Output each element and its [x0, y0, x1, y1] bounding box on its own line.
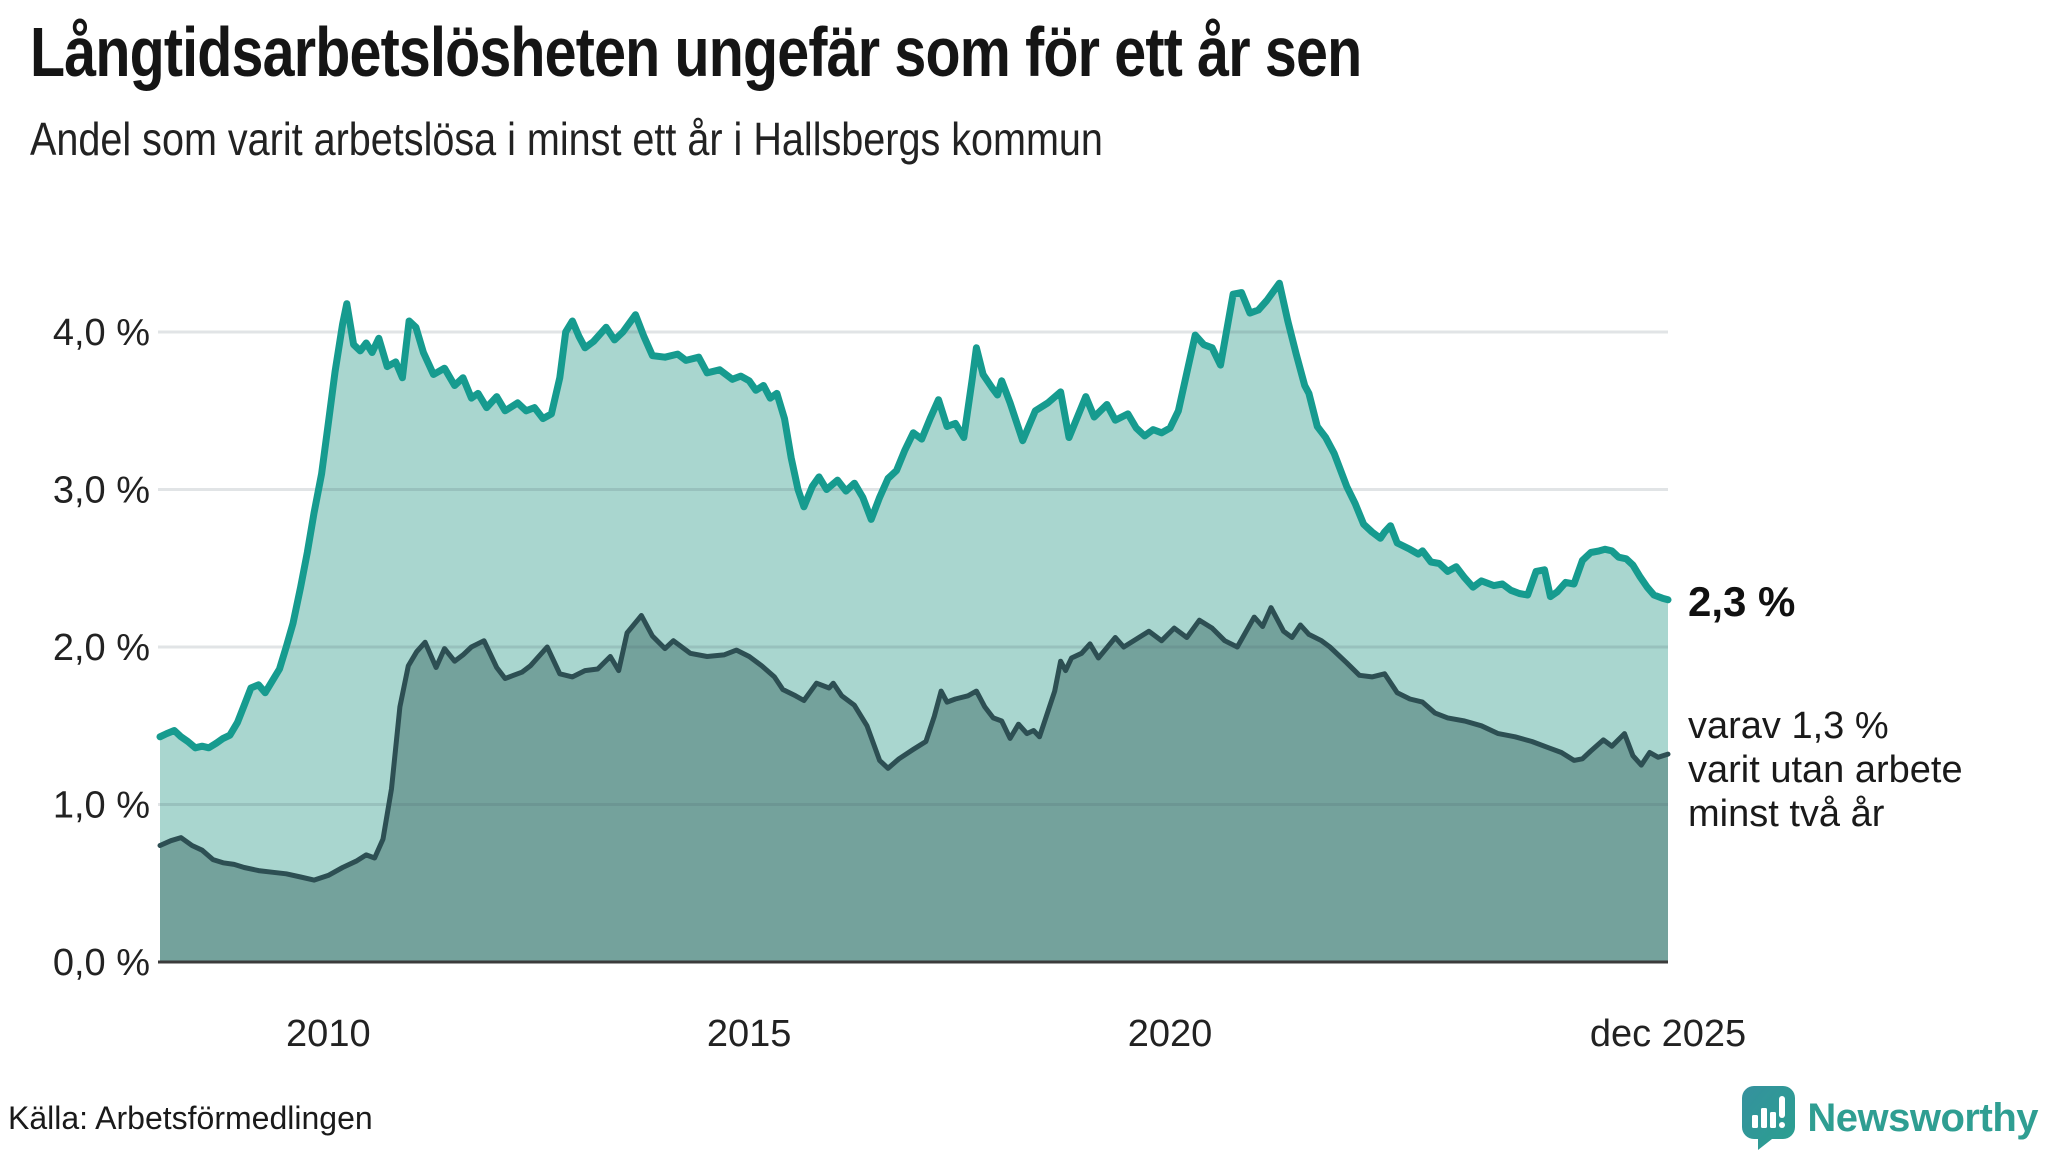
series-line-minst-ett-ar: [156, 279, 1672, 752]
page-subtitle: Andel som varit arbetslösa i minst ett å…: [30, 113, 1103, 165]
y-tick-label: 2,0 %: [53, 627, 150, 669]
x-tick-label: 2020: [1128, 1013, 1213, 1055]
x-tick-label: 2015: [707, 1013, 792, 1055]
x-axis-tick-labels: 2010 2015 2020 dec 2025: [286, 1013, 1746, 1055]
note-line-3: minst två år: [1688, 793, 1885, 836]
bar-chart-speech-bubble-icon: [1742, 1086, 1796, 1150]
x-tick-label: 2010: [286, 1013, 371, 1055]
secondary-series-note: varav 1,3 % varit utan arbete minst två …: [1688, 704, 1963, 836]
page-title: Långtidsarbetslösheten ungefär som för e…: [30, 13, 1362, 91]
chart-area-fills: [160, 283, 1668, 962]
series-area-minst-tva-ar: [160, 607, 1668, 962]
newsworthy-branding: Newsworthy: [1742, 1086, 2038, 1150]
chart-series-lines: [156, 279, 1672, 883]
y-axis-tick-labels: 0,0 % 1,0 % 2,0 % 3,0 % 4,0 %: [53, 312, 150, 984]
note-line-2: varit utan arbete: [1688, 749, 1963, 792]
source-credit: Källa: Arbetsförmedlingen: [8, 1100, 373, 1136]
note-line-1: varav 1,3 %: [1688, 705, 1889, 747]
x-tick-label: dec 2025: [1590, 1013, 1746, 1055]
latest-value-label: 2,3 %: [1688, 578, 1796, 625]
y-tick-label: 4,0 %: [53, 312, 150, 354]
y-tick-label: 1,0 %: [53, 785, 150, 827]
y-tick-label: 3,0 %: [53, 470, 150, 512]
brand-name: Newsworthy: [1807, 1095, 2038, 1140]
y-tick-label: 0,0 %: [53, 942, 150, 984]
series-line-minst-tva-ar: [157, 605, 1671, 883]
